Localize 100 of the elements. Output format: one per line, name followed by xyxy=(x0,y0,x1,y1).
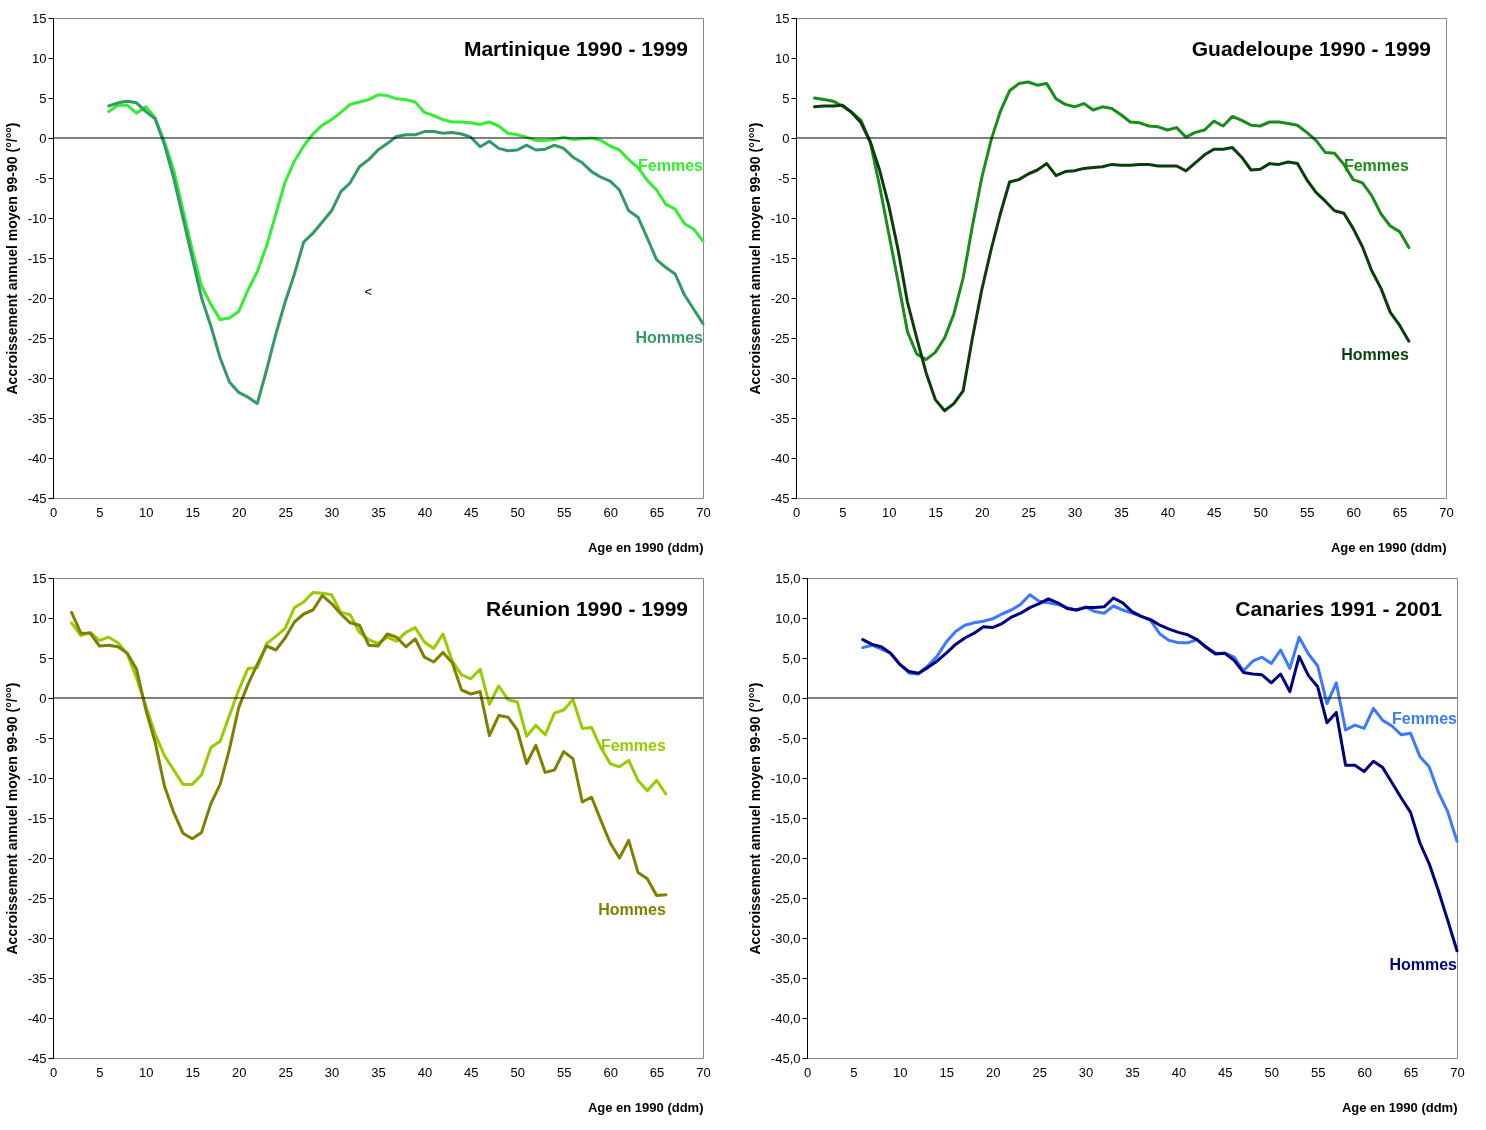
x-axis-title: Age en 1990 (ddm) xyxy=(1330,539,1447,555)
x-tick-label: 55 xyxy=(556,504,572,520)
y-tick-label: -5 xyxy=(34,170,47,186)
y-tick-label: -25 xyxy=(27,890,47,906)
x-tick-label: 70 xyxy=(696,504,711,520)
x-tick-label: 25 xyxy=(278,504,293,520)
x-tick-label: 35 xyxy=(371,1064,386,1080)
y-tick-label: 5,0 xyxy=(782,650,801,666)
series-label: Hommes xyxy=(598,900,666,918)
x-tick-label: 15 xyxy=(185,1064,201,1080)
y-tick-label: -40 xyxy=(27,450,47,466)
series-label: Femmes xyxy=(1343,156,1409,174)
x-tick-label: 60 xyxy=(1357,1064,1372,1080)
y-tick-label: -35 xyxy=(27,970,47,986)
x-axis-title: Age en 1990 (ddm) xyxy=(587,539,704,555)
y-tick-label: -20 xyxy=(27,850,47,866)
y-tick-label: 15,0 xyxy=(775,570,801,586)
y-tick-label: 5 xyxy=(782,90,790,106)
x-tick-label: 10 xyxy=(882,504,897,520)
y-tick-label: -40,0 xyxy=(770,1010,801,1026)
x-tick-label: 45 xyxy=(464,1064,479,1080)
x-tick-label: 20 xyxy=(231,504,247,520)
x-axis-title: Age en 1990 (ddm) xyxy=(587,1099,704,1115)
y-tick-label: 5 xyxy=(39,650,47,666)
text: Martinique 1990 - 1999 xyxy=(463,37,688,60)
x-tick-label: 35 xyxy=(1125,1064,1140,1080)
x-tick-label: 30 xyxy=(324,1064,340,1080)
x-tick-label: 30 xyxy=(1067,504,1083,520)
x-tick-label: 25 xyxy=(1032,1064,1047,1080)
series-label: Femmes xyxy=(600,737,666,755)
x-tick-label: 20 xyxy=(974,504,990,520)
x-tick-label: 50 xyxy=(1264,1064,1280,1080)
x-tick-label: 40 xyxy=(1171,1064,1187,1080)
y-tick-label: -30 xyxy=(27,370,47,386)
y-tick-label: -10,0 xyxy=(770,770,801,786)
y-tick-label: -15,0 xyxy=(770,810,801,826)
x-tick-label: 10 xyxy=(893,1064,908,1080)
y-tick-label: -15 xyxy=(27,250,47,266)
x-tick-label: 70 xyxy=(1450,1064,1465,1080)
y-tick-label: -5,0 xyxy=(778,730,801,746)
x-tick-label: 40 xyxy=(1160,504,1176,520)
x-tick-label: 20 xyxy=(985,1064,1001,1080)
y-tick-label: -15 xyxy=(27,810,47,826)
x-tick-label: 55 xyxy=(556,1064,572,1080)
x-tick-label: 45 xyxy=(1207,504,1222,520)
text: Canaries 1991 - 2001 xyxy=(1235,597,1443,620)
x-tick-label: 35 xyxy=(1114,504,1129,520)
y-tick-label: 10 xyxy=(32,50,47,66)
x-tick-label: 20 xyxy=(231,1064,247,1080)
x-tick-label: 5 xyxy=(96,504,104,520)
x-tick-label: 0 xyxy=(49,1064,58,1080)
y-tick-label: -20 xyxy=(770,290,790,306)
y-tick-label: -35 xyxy=(27,410,47,426)
y-tick-label: -30 xyxy=(27,930,47,946)
y-tick-label: -45,0 xyxy=(770,1050,801,1066)
x-tick-label: 50 xyxy=(510,1064,526,1080)
y-axis-title: Accroissement annuel moyen 99-90 (°/°°) xyxy=(746,122,763,395)
x-tick-label: 10 xyxy=(139,1064,154,1080)
x-tick-label: 15 xyxy=(928,504,944,520)
y-tick-label: 10 xyxy=(32,610,47,626)
y-tick-label: -25,0 xyxy=(770,890,801,906)
x-tick-label: 70 xyxy=(1439,504,1454,520)
y-tick-label: -35 xyxy=(770,410,790,426)
x-tick-label: 25 xyxy=(278,1064,293,1080)
x-tick-label: 45 xyxy=(1218,1064,1233,1080)
x-tick-label: 15 xyxy=(939,1064,955,1080)
x-tick-label: 65 xyxy=(649,1064,665,1080)
x-tick-label: 60 xyxy=(603,504,618,520)
y-tick-label: 15 xyxy=(32,570,47,586)
y-tick-label: -45 xyxy=(27,1050,47,1066)
annotation: < xyxy=(364,283,373,299)
y-tick-label: 0 xyxy=(782,130,790,146)
x-tick-label: 60 xyxy=(1346,504,1361,520)
x-tick-label: 50 xyxy=(1253,504,1269,520)
y-tick-label: -25 xyxy=(770,330,790,346)
x-tick-label: 65 xyxy=(1392,504,1408,520)
y-tick-label: -10 xyxy=(770,210,790,226)
y-tick-label: 10,0 xyxy=(775,610,801,626)
y-tick-label: -5 xyxy=(34,730,47,746)
x-tick-label: 40 xyxy=(417,504,433,520)
y-axis-title: Accroissement annuel moyen 99-90 (°/°°) xyxy=(746,682,763,955)
x-tick-label: 50 xyxy=(510,504,526,520)
text: Réunion 1990 - 1999 xyxy=(486,597,688,620)
x-tick-label: 35 xyxy=(371,504,386,520)
series-label: Hommes xyxy=(1341,346,1409,364)
y-tick-label: -25 xyxy=(27,330,47,346)
y-tick-label: -20 xyxy=(27,290,47,306)
y-tick-label: -30,0 xyxy=(770,930,801,946)
y-tick-label: 0 xyxy=(39,130,47,146)
x-tick-label: 0 xyxy=(49,504,58,520)
x-tick-label: 45 xyxy=(464,504,479,520)
x-tick-label: 5 xyxy=(850,1064,858,1080)
x-axis-title: Age en 1990 (ddm) xyxy=(1341,1099,1458,1115)
y-tick-label: -40 xyxy=(770,450,790,466)
x-tick-label: 30 xyxy=(1078,1064,1094,1080)
y-tick-label: -10 xyxy=(27,770,47,786)
y-tick-label: -15 xyxy=(770,250,790,266)
x-tick-label: 5 xyxy=(839,504,847,520)
x-tick-label: 0 xyxy=(803,1064,812,1080)
x-tick-label: 65 xyxy=(649,504,665,520)
